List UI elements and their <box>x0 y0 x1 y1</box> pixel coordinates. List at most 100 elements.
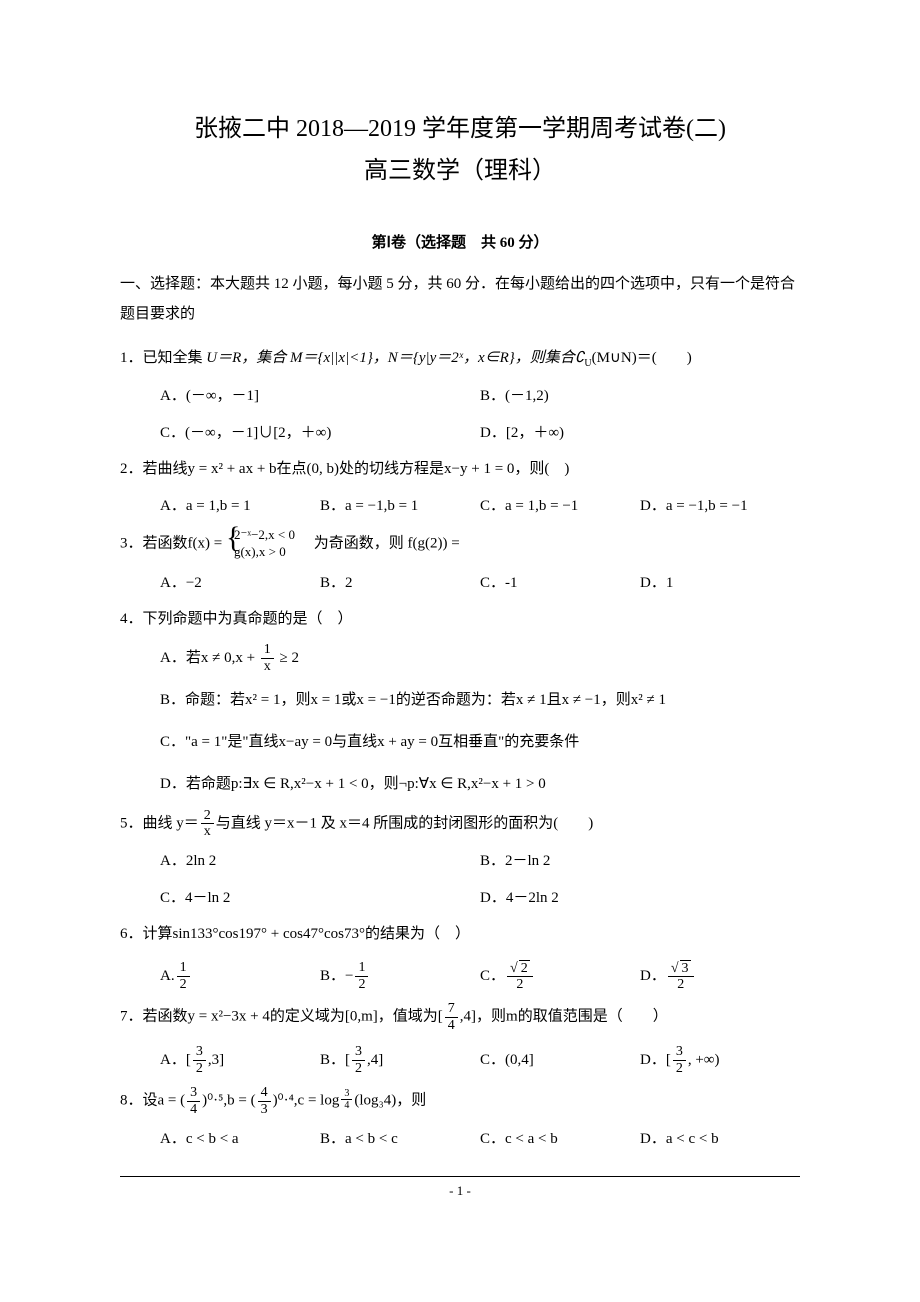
q8-opt-a: A．c < b < a <box>160 1123 320 1156</box>
q2-opt-d: D．a = −1,b = −1 <box>640 490 800 523</box>
q5-stem-suffix: 与直线 y＝x－1 及 x＝4 所围成的封闭图形的面积为( ) <box>216 815 594 831</box>
q4-a-num: 1 <box>261 642 274 658</box>
q7-d-num: 3 <box>673 1044 686 1060</box>
q5-opt-a: A．2ln 2 <box>160 845 480 878</box>
q6-c-frac: √22 <box>507 960 533 993</box>
q4-opt-c: C．"a = 1"是"直线x−ay = 0与直线x + ay = 0互相垂直"的… <box>160 724 800 760</box>
q8-options: A．c < b < a B．a < b < c C．c < a < b D．a … <box>120 1123 800 1156</box>
q7-b-num: 3 <box>352 1044 365 1060</box>
q8-f2-den: 3 <box>258 1102 271 1117</box>
exam-title-line2: 高三数学（理科） <box>120 152 800 190</box>
q6-d-den: 2 <box>668 977 694 992</box>
question-4: 4．下列命题中为真命题的是（ ） <box>120 604 800 634</box>
q7-den: 4 <box>445 1018 458 1033</box>
q7-options: A．[32,3] B．[32,4] C．(0,4] D．[32, +∞) <box>120 1039 800 1081</box>
question-1: 1．已知全集 U＝R，集合 M＝{x||x|<1}，N＝{y|y＝2ˣ，x∈R}… <box>120 343 800 374</box>
q6-d-frac: √32 <box>668 960 694 993</box>
q8-base-den: 4 <box>341 1100 352 1111</box>
question-3: 3．若函数f(x) = 2⁻ˣ−2,x < 0 g(x),x > 0 为奇函数，… <box>120 527 800 561</box>
q6-a-den: 2 <box>177 977 190 992</box>
q3-piece2: g(x),x > 0 <box>234 544 295 561</box>
q7-d-frac: 32 <box>673 1044 686 1076</box>
q7-d-label: D．[ <box>640 1039 671 1081</box>
q6-b-frac: 12 <box>355 960 368 992</box>
q6-opt-d: D．√32 <box>640 955 800 997</box>
question-6: 6．计算sin133°cos197° + cos47°cos73°的结果为（ ） <box>120 919 800 949</box>
q6-d-num: √3 <box>668 960 694 977</box>
q5-opt-d: D．4－2ln 2 <box>480 882 800 915</box>
q5-frac: 2x <box>201 808 214 840</box>
q7-num: 7 <box>445 1001 458 1017</box>
q3-piece1: 2⁻ˣ−2,x < 0 <box>234 527 295 544</box>
section-instruction: 一、选择题：本大题共 12 小题，每小题 5 分，共 60 分．在每小题给出的四… <box>120 269 800 329</box>
q6-c-den: 2 <box>507 977 533 992</box>
q6-opt-b: B．−12 <box>320 955 480 997</box>
q6-b-label: B．− <box>320 955 353 997</box>
q6-a-num: 1 <box>177 960 190 976</box>
question-8: 8．设a = (34)⁰·⁵,b = (43)⁰·⁴,c = log34(log… <box>120 1085 800 1117</box>
q5-opt-b: B．2－ln 2 <box>480 845 800 878</box>
q6-d-label: D． <box>640 955 666 997</box>
q5-num: 2 <box>201 808 214 824</box>
q7-opt-a: A．[32,3] <box>160 1039 320 1081</box>
q8-mid2: )⁰·⁴,c = log <box>273 1092 340 1108</box>
q7-stem-suffix: ,4]，则m的取值范围是（ ） <box>460 1009 668 1025</box>
q1-sub: U <box>584 358 591 369</box>
q6-a-frac: 12 <box>177 960 190 992</box>
q4-a-frac: 1x <box>261 642 274 674</box>
q1-opt-c: C．(－∞，－1]∪[2，＋∞) <box>160 417 480 450</box>
q8-f2: 43 <box>258 1085 271 1117</box>
q8-base-num: 3 <box>341 1088 352 1100</box>
q4-a-prefix: A．若x ≠ 0,x + <box>160 650 259 666</box>
question-5: 5．曲线 y＝2x与直线 y＝x－1 及 x＝4 所围成的封闭图形的面积为( ) <box>120 808 800 840</box>
q2-options: A．a = 1,b = 1 B．a = −1,b = 1 C．a = 1,b =… <box>120 490 800 523</box>
question-2: 2．若曲线y = x² + ax + b在点(0, b)处的切线方程是x−y +… <box>120 454 800 484</box>
q7-a-num: 3 <box>193 1044 206 1060</box>
q5-options-row1: A．2ln 2 B．2－ln 2 <box>120 845 800 878</box>
q8-opt-d: D．a < c < b <box>640 1123 800 1156</box>
q6-c-num: √2 <box>507 960 533 977</box>
q6-c-label: C． <box>480 955 505 997</box>
q6-opt-c: C．√22 <box>480 955 640 997</box>
q7-opt-d: D．[32, +∞) <box>640 1039 800 1081</box>
q3-stem-suffix: 为奇函数，则 f(g(2)) = <box>299 535 460 551</box>
q1-opt-a: A．(－∞，－1] <box>160 380 480 413</box>
q8-base: 34 <box>341 1088 352 1111</box>
q7-b-suffix: ,4] <box>367 1039 383 1081</box>
q4-a-den: x <box>261 659 274 674</box>
q8-f2-num: 4 <box>258 1085 271 1101</box>
q1-opt-b: B．(－1,2) <box>480 380 800 413</box>
q3-opt-b: B．2 <box>320 567 480 600</box>
q1-stem-prefix: 1．已知全集 <box>120 350 206 366</box>
q6-options: A.12 B．−12 C．√22 D．√32 <box>120 955 800 997</box>
q7-a-label: A．[ <box>160 1039 191 1081</box>
page-number: - 1 - <box>449 1183 471 1198</box>
q8-opt-c: C．c < a < b <box>480 1123 640 1156</box>
q7-a-frac: 32 <box>193 1044 206 1076</box>
q4-opt-b: B．命题：若x² = 1，则x = 1或x = −1的逆否命题为：若x ≠ 1且… <box>160 682 800 718</box>
q6-b-num: 1 <box>355 960 368 976</box>
q7-a-den: 2 <box>193 1061 206 1076</box>
q5-options-row2: C．4－ln 2 D．4－2ln 2 <box>120 882 800 915</box>
q8-stem-prefix: 8．设a = ( <box>120 1092 185 1108</box>
q7-opt-b: B．[32,4] <box>320 1039 480 1081</box>
q8-opt-b: B．a < b < c <box>320 1123 480 1156</box>
q7-a-suffix: ,3] <box>208 1039 224 1081</box>
q6-opt-a: A.12 <box>160 955 320 997</box>
q2-opt-b: B．a = −1,b = 1 <box>320 490 480 523</box>
exam-title-line1: 张掖二中 2018—2019 学年度第一学期周考试卷(二) <box>120 110 800 148</box>
q1-options-row1: A．(－∞，－1] B．(－1,2) <box>120 380 800 413</box>
q7-opt-c: C．(0,4] <box>480 1039 640 1081</box>
q6-b-den: 2 <box>355 977 368 992</box>
q7-d-den: 2 <box>673 1061 686 1076</box>
q5-opt-c: C．4－ln 2 <box>160 882 480 915</box>
q7-d-suffix: , +∞) <box>688 1039 720 1081</box>
q7-b-den: 2 <box>352 1061 365 1076</box>
q3-piecewise: 2⁻ˣ−2,x < 0 g(x),x > 0 <box>226 527 295 561</box>
q2-opt-c: C．a = 1,b = −1 <box>480 490 640 523</box>
q1-stem-math: U＝R，集合 M＝{x||x|<1}，N＝{y|y＝2ˣ，x∈R}，则集合∁ <box>206 350 584 366</box>
q3-opt-c: C．-1 <box>480 567 640 600</box>
q8-f1: 34 <box>187 1085 200 1117</box>
q1-opt-d: D．[2，＋∞) <box>480 417 800 450</box>
q8-f1-num: 3 <box>187 1085 200 1101</box>
